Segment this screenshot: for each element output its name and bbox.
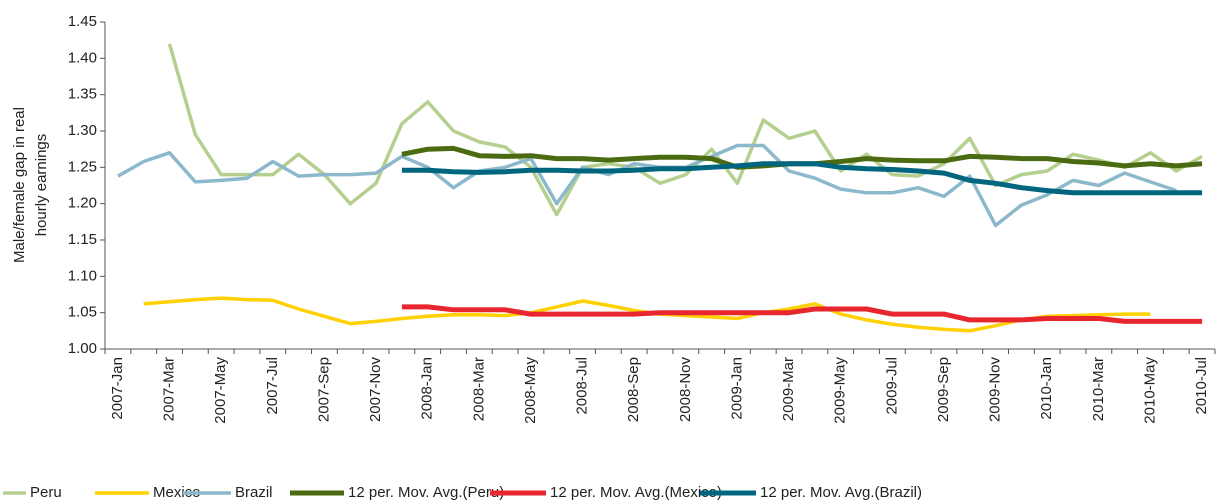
x-tick-label: 2010-May — [1141, 357, 1158, 424]
x-tick-label: 2007-Jan — [109, 357, 126, 420]
x-tick-label: 2010-Jan — [1038, 357, 1055, 420]
x-tick-label: 2009-Jan — [728, 357, 745, 420]
y-tick-label: 1.45 — [68, 13, 97, 30]
legend-label: Mexico — [153, 484, 201, 501]
y-axis-label: Male/female gap in real — [11, 107, 28, 263]
x-tick-label: 2009-Mar — [780, 357, 797, 421]
y-tick-label: 1.05 — [68, 304, 97, 321]
series-line — [401, 161, 1203, 196]
series-line — [167, 43, 1203, 217]
series-line — [401, 304, 1203, 324]
y-tick-label: 1.40 — [68, 49, 97, 66]
y-axis-label: hourly earnings — [33, 134, 50, 237]
x-tick-label: 2009-May — [832, 357, 849, 424]
x-tick-label: 2008-May — [522, 357, 539, 424]
x-tick-label: 2008-Sep — [625, 357, 642, 422]
x-tick-label: 2007-May — [212, 357, 229, 424]
x-tick-label: 2009-Sep — [935, 357, 952, 422]
legend-label: 12 per. Mov. Avg.(Brazil) — [760, 484, 922, 501]
legend-label: Brazil — [235, 484, 273, 501]
y-tick-label: 1.35 — [68, 86, 97, 103]
y-tick-label: 1.15 — [68, 231, 97, 248]
y-tick-label: 1.30 — [68, 122, 97, 139]
y-tick-label: 1.25 — [68, 158, 97, 175]
x-tick-label: 2007-Jul — [264, 357, 281, 415]
x-tick-label: 2007-Mar — [161, 357, 178, 421]
x-tick-label: 2008-Mar — [470, 357, 487, 421]
y-tick-label: 1.20 — [68, 195, 97, 212]
y-tick-label: 1.10 — [68, 267, 97, 284]
x-tick-label: 2008-Jul — [574, 357, 591, 415]
y-tick-label: 1.00 — [68, 340, 97, 357]
x-tick-label: 2010-Mar — [1090, 357, 1107, 421]
x-tick-label: 2007-Nov — [367, 357, 384, 423]
x-tick-label: 2007-Sep — [315, 357, 332, 422]
legend-label: 12 per. Mov. Avg.(Mexico) — [550, 484, 722, 501]
x-tick-label: 2009-Nov — [987, 357, 1004, 423]
series-line — [117, 143, 1177, 228]
legend-label: 12 per. Mov. Avg.(Peru) — [348, 484, 504, 501]
legend-label: Peru — [30, 484, 62, 501]
x-tick-label: 2009-Jul — [883, 357, 900, 415]
x-tick-label: 2008-Nov — [677, 357, 694, 423]
x-tick-label: 2008-Jan — [419, 357, 436, 420]
x-tick-label: 2010-Jul — [1193, 357, 1210, 415]
